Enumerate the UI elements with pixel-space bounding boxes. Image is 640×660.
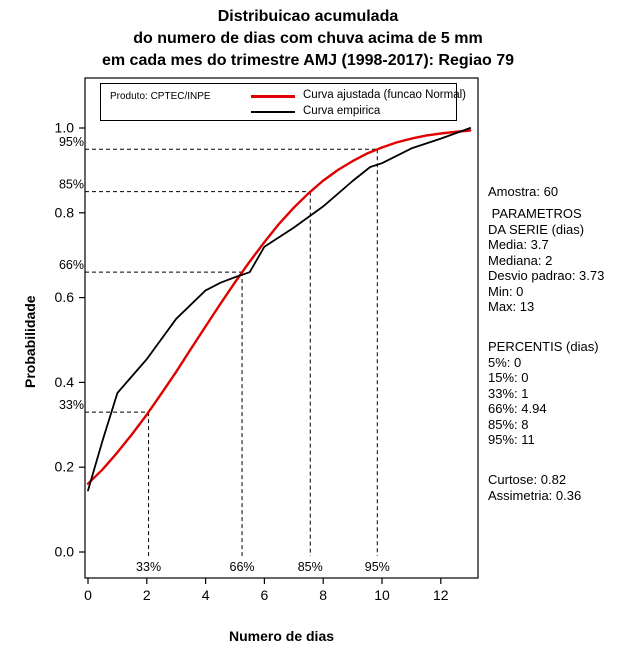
- stats-line: Media: 3.7: [488, 237, 549, 252]
- stats-line: PERCENTIS (dias): [488, 339, 599, 354]
- x-tick-label: 10: [374, 587, 390, 603]
- y-tick-label: 0.4: [55, 374, 75, 390]
- stats-sample: Amostra: 60: [488, 184, 638, 200]
- stats-line: DA SERIE (dias): [488, 221, 585, 237]
- stats-line: 66%: 4.94: [488, 401, 547, 416]
- stats-moments: Curtose: 0.82 Assimetria: 0.36: [488, 472, 638, 503]
- x-tick-label: 12: [433, 587, 449, 603]
- legend-line-fitted: [251, 95, 295, 98]
- legend-label-fitted: Curva ajustada (funcao Normal): [303, 89, 466, 101]
- title-line-3: em cada mes do trimestre AMJ (1998-2017)…: [101, 52, 515, 69]
- stats-line: 5%: 0: [488, 354, 522, 370]
- title-line-1: Distribuicao acumulada: [217, 8, 399, 25]
- x-tick-label: 6: [261, 587, 269, 603]
- legend-line-empirical: [251, 111, 295, 113]
- y-tick-label: 0.8: [55, 204, 75, 220]
- legend-box: Produto: CPTEC/INPE Curva ajustada (func…: [100, 83, 466, 121]
- stats-line: Curtose: 0.82: [488, 472, 567, 487]
- stats-line: Mediana: 2: [488, 252, 553, 268]
- stats-parameters: PARAMETROS DA SERIE (dias) Media: 3.7 Media…: [488, 206, 638, 315]
- stats-line: Max: 13: [488, 299, 535, 314]
- stats-line: Assimetria: 0.36: [488, 487, 582, 503]
- x-tick-label: 4: [202, 587, 210, 603]
- stats-line: 15%: 0: [488, 370, 529, 385]
- y-tick-label: 1.0: [55, 120, 75, 136]
- guide-label-bottom: 95%: [365, 560, 390, 574]
- title-line-2: do numero de dias com chuva acima de 5 m…: [133, 30, 483, 47]
- y-tick-label: 0.0: [55, 544, 75, 560]
- guide-label-left: 95%: [59, 135, 84, 149]
- stats-line: PARAMETROS: [488, 206, 582, 221]
- guide-label-left: 85%: [59, 178, 84, 192]
- legend-label-empirical: Curva empirica: [303, 105, 381, 117]
- producer-label: Produto: CPTEC/INPE: [110, 91, 211, 102]
- guide-label-left: 66%: [59, 258, 84, 272]
- y-tick-label: 0.6: [55, 289, 75, 305]
- x-tick-label: 2: [143, 587, 151, 603]
- stats-line: 33%: 1: [488, 385, 529, 401]
- fitted-curve: [86, 129, 472, 485]
- stats-line: Min: 0: [488, 283, 524, 299]
- empirical-curve: [87, 127, 472, 492]
- x-axis-label: Numero de dias: [228, 628, 335, 644]
- guide-label-bottom: 33%: [136, 560, 161, 574]
- stats-line: 85%: 8: [488, 416, 529, 432]
- y-axis-label: Probabilidade: [22, 295, 38, 388]
- chart-title: Distribuicao acumulada do numero de dias…: [0, 6, 616, 72]
- stats-line: 95%: 11: [488, 432, 535, 447]
- stats-line: Desvio padrao: 3.73: [488, 268, 605, 283]
- x-tick-label: 8: [319, 587, 327, 603]
- y-tick-label: 0.2: [55, 459, 75, 475]
- plot-border: [84, 77, 479, 579]
- stats-line: Amostra: 60: [488, 184, 559, 199]
- guide-label-bottom: 85%: [298, 560, 323, 574]
- x-tick-label: 0: [84, 587, 92, 603]
- guide-label-bottom: 66%: [230, 560, 255, 574]
- stats-percentiles: PERCENTIS (dias) 5%: 0 15%: 0 33%: 1 66%: 4.…: [488, 339, 638, 448]
- guide-label-left: 33%: [59, 398, 84, 412]
